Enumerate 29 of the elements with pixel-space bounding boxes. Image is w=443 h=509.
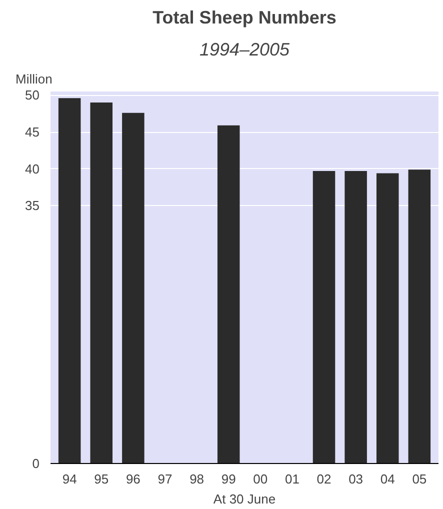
x-tick-label: 95 xyxy=(94,472,109,486)
bar xyxy=(217,125,240,464)
y-axis-title: Million xyxy=(16,72,52,86)
y-tick-label: 45 xyxy=(25,124,40,140)
x-tick-label: 04 xyxy=(380,472,395,486)
bar xyxy=(376,173,399,464)
x-tick-label: 94 xyxy=(62,472,77,486)
y-tick-label: 40 xyxy=(25,161,40,176)
bar xyxy=(344,171,367,464)
bar xyxy=(90,102,113,464)
bar xyxy=(122,112,144,464)
bar xyxy=(58,98,81,464)
y-tick-label: 50 xyxy=(25,88,40,103)
bar xyxy=(408,170,431,464)
x-tick-label: 00 xyxy=(253,472,268,486)
y-tick-label: 35 xyxy=(25,198,40,214)
x-tick-label: 03 xyxy=(348,472,364,486)
x-tick-label: 96 xyxy=(126,472,140,486)
x-tick-label: 05 xyxy=(412,472,427,486)
x-tick-label: 99 xyxy=(221,472,236,486)
chart-subtitle: 1994–2005 xyxy=(199,40,291,60)
x-axis-title: At 30 June xyxy=(213,492,276,506)
x-tick-label: 01 xyxy=(284,472,300,486)
x-tick-label: 97 xyxy=(158,472,172,486)
x-tick-label: 02 xyxy=(316,472,332,486)
bar xyxy=(312,171,336,464)
chart-title: Total Sheep Numbers xyxy=(152,8,336,28)
x-tick-label: 98 xyxy=(190,472,204,486)
y-tick-label: 0 xyxy=(32,456,40,471)
